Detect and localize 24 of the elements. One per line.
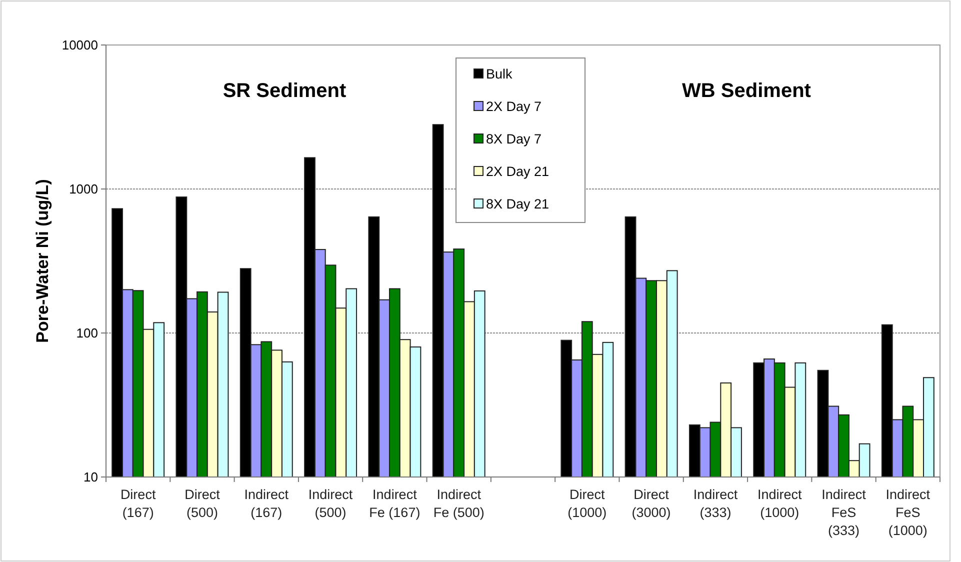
annotation: SR Sediment xyxy=(222,80,347,102)
legend-label: 2X Day 7 xyxy=(486,99,542,114)
y-tick-label: 100 xyxy=(76,326,98,341)
x-tick-label: Direct (500) xyxy=(184,487,220,520)
y-tick-label: 10000 xyxy=(62,38,98,53)
x-tick-label: Indirect (500) xyxy=(308,487,353,520)
x-tick-label: Direct (167) xyxy=(120,487,156,520)
y-tick-label: 1000 xyxy=(69,182,98,197)
annotation: WB Sediment xyxy=(682,80,812,102)
y-axis-title: Pore-Water Ni (ug/L) xyxy=(33,179,52,343)
y-tick-label: 10 xyxy=(84,470,98,485)
x-tick-label: Indirect (333) xyxy=(693,487,738,520)
legend-label: 8X Day 7 xyxy=(486,132,542,147)
x-tick-label: Indirect (167) xyxy=(244,487,289,520)
x-tick-label: Indirect FeS (1000) xyxy=(886,487,930,538)
x-tick-label: Direct (1000) xyxy=(568,487,607,520)
legend-label: Bulk xyxy=(486,66,513,82)
x-tick-label: Indirect (1000) xyxy=(757,487,802,520)
legend-label: 2X Day 21 xyxy=(486,164,550,180)
x-tick-label: Direct (3000) xyxy=(632,487,671,520)
x-tick-label: Indirect Fe (167) xyxy=(369,487,420,520)
legend-label: 8X Day 21 xyxy=(486,196,550,212)
x-tick-label: Indirect Fe (500) xyxy=(433,487,484,520)
x-tick-label: Indirect FeS (333) xyxy=(822,487,866,538)
